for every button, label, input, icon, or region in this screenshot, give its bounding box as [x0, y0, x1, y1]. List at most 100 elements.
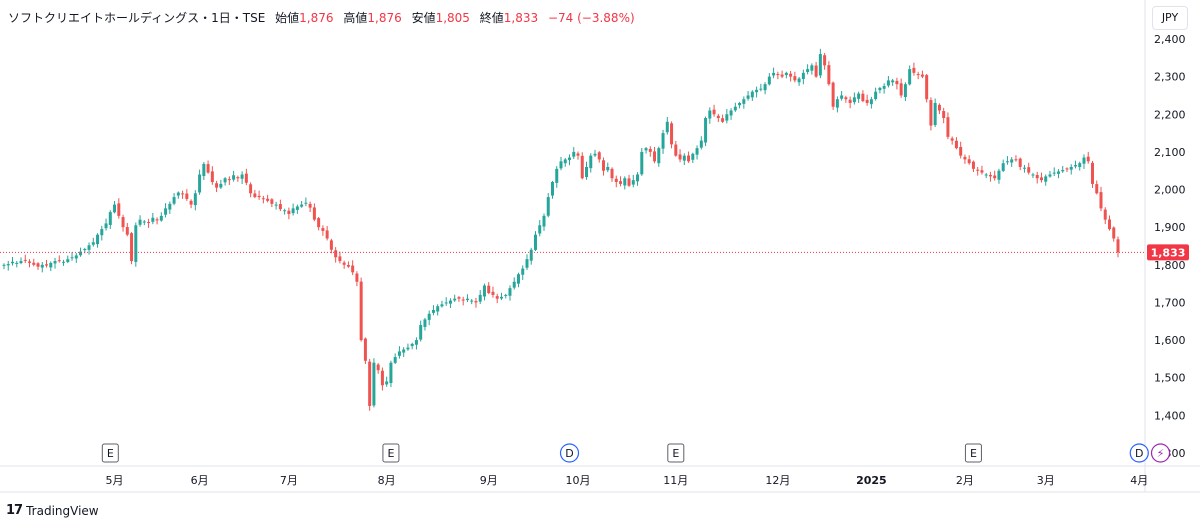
low-value: 1,805 — [435, 11, 470, 25]
tradingview-logo-icon: 17 — [6, 503, 23, 518]
candle-body — [614, 178, 618, 183]
earnings-marker[interactable]: E — [382, 443, 400, 463]
candle-body — [937, 104, 941, 111]
split-marker[interactable]: ⚡ — [1150, 443, 1171, 463]
marker-label: E — [387, 447, 394, 460]
candle-body — [1078, 163, 1082, 167]
candle-body — [414, 340, 418, 345]
dividend-marker[interactable]: D — [1129, 443, 1149, 463]
candle-body — [738, 102, 742, 106]
candle-body — [304, 202, 308, 204]
candle-body — [1095, 184, 1099, 194]
candle-body — [113, 204, 117, 213]
candle-body — [597, 152, 601, 160]
candle-body — [70, 257, 74, 259]
candle-body — [351, 265, 355, 273]
candle-body — [431, 309, 435, 313]
candle-body — [232, 175, 236, 180]
candle-body — [840, 95, 844, 99]
earnings-marker[interactable]: E — [667, 443, 685, 463]
candle-body — [1001, 163, 1005, 171]
candle-body — [789, 73, 793, 77]
candle-body — [670, 123, 674, 145]
candle-body — [980, 170, 984, 173]
candle-body — [325, 230, 329, 239]
earnings-marker[interactable]: E — [101, 443, 119, 463]
candle-body — [287, 210, 291, 215]
y-tick-label: 2,400 — [1154, 33, 1186, 46]
candle-body — [1116, 239, 1120, 253]
earnings-marker[interactable]: E — [964, 443, 982, 463]
candle-body — [142, 221, 146, 223]
candle-body — [874, 91, 878, 100]
candle-body — [712, 109, 716, 115]
candle-body — [193, 193, 197, 206]
candle-body — [721, 118, 725, 122]
candle-body — [767, 76, 771, 85]
candle-body — [848, 99, 852, 103]
candle-body — [899, 83, 903, 96]
candle-body — [206, 164, 210, 173]
candle-body — [976, 169, 980, 171]
candle-body — [950, 138, 954, 141]
candle-body — [1052, 172, 1056, 174]
candle-body — [929, 100, 933, 126]
candle-body — [130, 233, 134, 262]
candle-body — [176, 192, 180, 196]
candle-body — [933, 102, 937, 126]
candle-body — [521, 268, 525, 275]
candle-body — [342, 262, 346, 265]
candle-body — [482, 285, 486, 297]
candle-body — [28, 261, 32, 263]
candle-body — [236, 177, 240, 179]
dividend-marker[interactable]: D — [559, 443, 580, 463]
candle-body — [869, 99, 873, 105]
candle-body — [810, 65, 814, 71]
candle-body — [334, 250, 338, 258]
candle-body — [368, 361, 372, 406]
candle-body — [1107, 219, 1111, 230]
candle-body — [244, 173, 248, 183]
candle-body — [23, 259, 27, 261]
candle-body — [538, 225, 542, 234]
candle-body — [419, 325, 423, 340]
candle-body — [423, 319, 427, 327]
candle-body — [589, 155, 593, 169]
candle-body — [385, 381, 389, 385]
currency-button[interactable]: JPY — [1152, 6, 1188, 30]
x-tick-label: 2月 — [956, 474, 974, 487]
candle-body — [1018, 158, 1022, 167]
tradingview-brand[interactable]: 17 TradingView — [6, 503, 99, 518]
candle-body — [74, 255, 78, 259]
candle-body — [533, 234, 537, 250]
y-tick-label: 1,600 — [1154, 334, 1186, 347]
candle-body — [1069, 166, 1073, 170]
candle-body — [457, 297, 461, 299]
candle-body — [402, 349, 406, 353]
candle-body — [32, 262, 36, 265]
candle-body — [716, 115, 720, 119]
candle-body — [210, 171, 214, 183]
candle-body — [993, 175, 997, 179]
candle-body — [984, 174, 988, 176]
candle-body — [1090, 162, 1094, 184]
x-tick-label: 7月 — [280, 474, 298, 487]
marker-label: ⚡ — [1157, 447, 1165, 460]
candle-body — [1027, 167, 1031, 173]
candle-body — [253, 193, 257, 198]
candle-body — [1014, 159, 1018, 161]
candle-body — [487, 285, 491, 294]
candle-body — [134, 225, 138, 262]
candle-body — [291, 208, 295, 214]
candle-body — [878, 87, 882, 91]
candle-body — [912, 67, 916, 73]
candle-body — [168, 203, 172, 210]
candle-body — [240, 174, 244, 179]
candle-body — [53, 261, 57, 264]
candle-body — [312, 207, 316, 220]
candle-body — [96, 234, 100, 245]
y-tick-label: 2,000 — [1154, 184, 1186, 197]
candle-body — [436, 306, 440, 312]
candle-body — [261, 198, 265, 200]
